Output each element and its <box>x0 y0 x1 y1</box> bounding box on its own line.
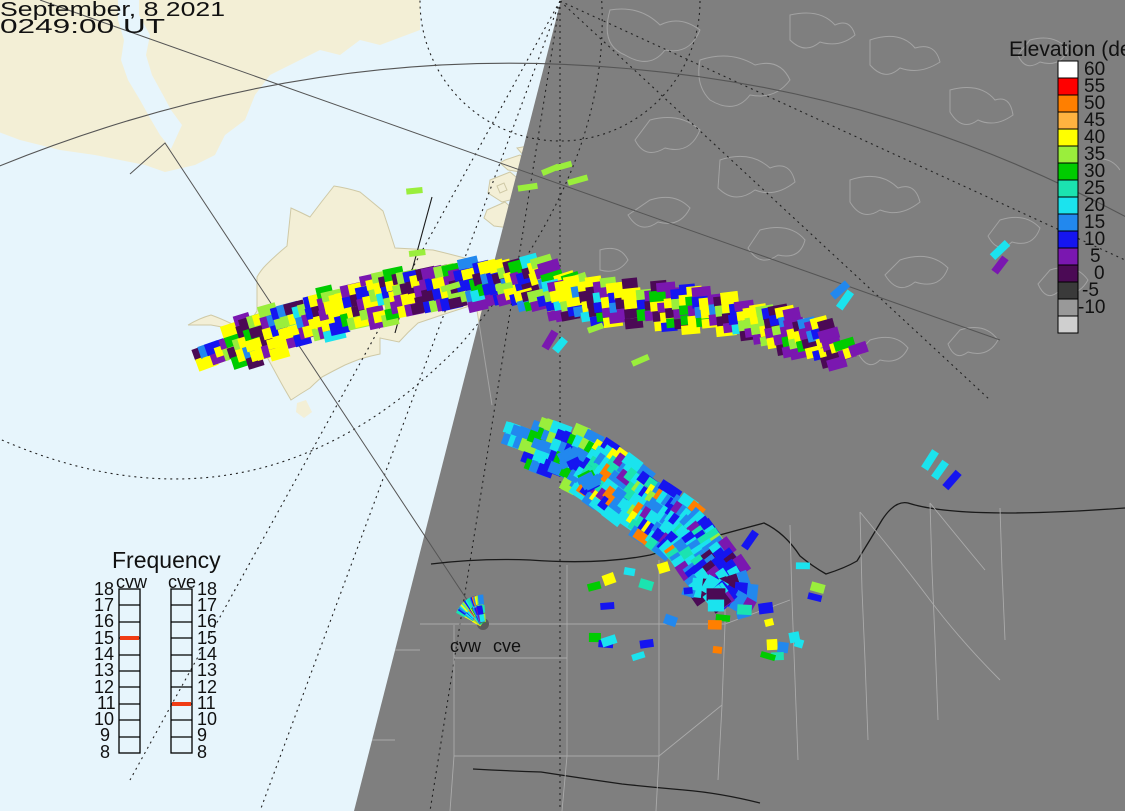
svg-text:cvw: cvw <box>450 636 482 656</box>
svg-text:Elevation (deg): Elevation (deg) <box>1009 38 1125 61</box>
svg-text:8: 8 <box>197 742 207 762</box>
svg-text:8: 8 <box>100 742 110 762</box>
svg-text:-10: -10 <box>1078 297 1105 318</box>
svg-text:0249:00 UT: 0249:00 UT <box>0 16 165 38</box>
svg-text:cve: cve <box>493 636 521 656</box>
svg-text:Frequency: Frequency <box>112 547 221 573</box>
